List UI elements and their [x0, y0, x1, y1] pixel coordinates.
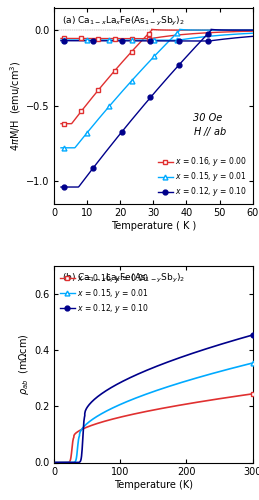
- X-axis label: Temperature (K): Temperature (K): [114, 480, 193, 490]
- X-axis label: Temperature ( K ): Temperature ( K ): [111, 222, 196, 232]
- Text: (a) Ca$_{1-x}$La$_x$Fe(As$_{1-y}$Sb$_y$)$_2$: (a) Ca$_{1-x}$La$_x$Fe(As$_{1-y}$Sb$_y$)…: [62, 16, 185, 28]
- Text: (b) Ca$_{1-x}$La$_x$Fe(As$_{1-y}$Sb$_y$)$_2$: (b) Ca$_{1-x}$La$_x$Fe(As$_{1-y}$Sb$_y$)…: [62, 272, 185, 285]
- Legend: $x$ = 0.16, $y$ = 0.00, $x$ = 0.15, $y$ = 0.01, $x$ = 0.12, $y$ = 0.10: $x$ = 0.16, $y$ = 0.00, $x$ = 0.15, $y$ …: [58, 270, 151, 316]
- Y-axis label: 4$\pi$M/H  (emu/cm$^3$): 4$\pi$M/H (emu/cm$^3$): [9, 60, 23, 151]
- Text: 30 Oe
$H$ // $ab$: 30 Oe $H$ // $ab$: [193, 112, 227, 138]
- Y-axis label: $\rho_{ab}$  (m$\Omega$cm): $\rho_{ab}$ (m$\Omega$cm): [17, 334, 31, 396]
- Legend: $x$ = 0.16, $y$ = 0.00, $x$ = 0.15, $y$ = 0.01, $x$ = 0.12, $y$ = 0.10: $x$ = 0.16, $y$ = 0.00, $x$ = 0.15, $y$ …: [156, 154, 249, 200]
